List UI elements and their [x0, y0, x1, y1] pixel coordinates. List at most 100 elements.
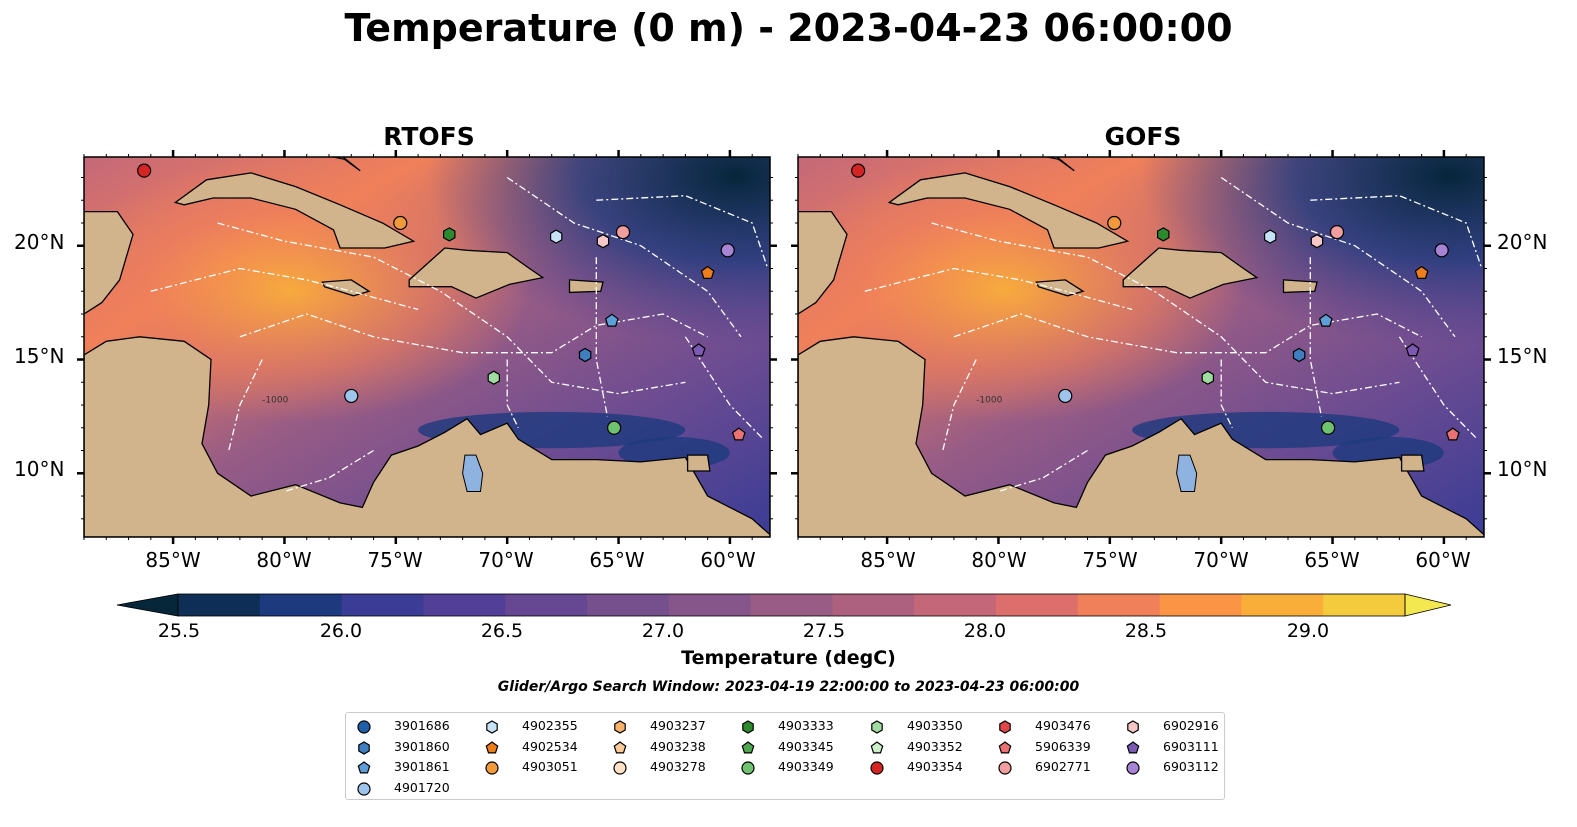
legend-label: 4903051	[522, 759, 578, 774]
legend-label: 4903238	[650, 738, 706, 754]
colorbar-segment	[178, 594, 261, 616]
eez-boundary	[506, 176, 742, 338]
hexagon-marker-icon	[1127, 720, 1139, 734]
lon-label-65w: 65°W	[589, 548, 645, 572]
float-marker-4903354	[137, 163, 152, 178]
eez-boundary	[1220, 359, 1233, 429]
float-marker-6903111	[1405, 343, 1420, 357]
circle-marker-icon	[998, 761, 1012, 775]
map-frame	[83, 156, 771, 538]
landmass	[1400, 454, 1425, 472]
legend-label: 4903345	[778, 738, 834, 754]
lat-label-left-15n: 15°N	[14, 344, 65, 368]
float-marker-3901861	[604, 313, 619, 327]
lat-label-right-20n: 20°N	[1497, 230, 1548, 254]
colorbar-segment	[259, 594, 343, 616]
lon-label-85w: 85°W	[860, 548, 916, 572]
legend-label: 5906339	[1035, 738, 1091, 754]
float-marker-4903349	[606, 420, 622, 435]
landmass	[887, 172, 1130, 249]
float-marker-4901720	[1058, 388, 1073, 404]
colorbar-tick: 25.5	[157, 620, 201, 642]
colorbar-tick: 27.5	[802, 620, 846, 642]
eez-boundary	[1220, 176, 1456, 338]
circle-marker-icon	[1126, 761, 1140, 775]
eez-boundary	[684, 336, 764, 440]
float-marker-4901720	[344, 388, 359, 404]
float-marker-4903350	[1201, 370, 1215, 385]
float-marker-4903333	[1156, 227, 1170, 242]
eez-boundary	[596, 195, 769, 269]
legend-label: 4903352	[907, 738, 963, 754]
eez-boundary	[506, 359, 519, 429]
colorbar-segment	[341, 594, 424, 616]
hexagon-marker-icon	[486, 720, 498, 734]
colorbar-segment	[587, 594, 670, 616]
legend-label: 6903112	[1163, 759, 1219, 774]
eez-boundary	[1310, 195, 1483, 269]
map-panel-gofs: -1000	[791, 150, 1491, 544]
float-marker-4902534	[1414, 265, 1429, 279]
lake-maracaibo	[1176, 454, 1198, 492]
colorbar-segment	[668, 594, 752, 616]
landmass	[408, 247, 545, 299]
legend-label: 3901861	[394, 759, 450, 774]
colorbar-extend-min	[116, 593, 179, 617]
colorbar-segment	[1241, 594, 1324, 616]
lon-label-75w: 75°W	[367, 548, 423, 572]
lon-label-60w: 60°W	[1415, 548, 1471, 572]
eez-boundary	[998, 449, 1088, 493]
map-content: -1000	[798, 157, 1484, 537]
pentagon-marker-icon	[1126, 740, 1140, 753]
lake-maracaibo	[462, 454, 484, 492]
search-window-text: Glider/Argo Search Window: 2023-04-19 22…	[497, 679, 1080, 695]
landmass	[330, 157, 361, 172]
legend-label: 4903237	[650, 718, 706, 733]
map-frame	[797, 156, 1485, 538]
landmass	[173, 172, 416, 249]
float-marker-4903333	[443, 227, 456, 242]
landmass	[686, 454, 711, 472]
lon-label-85w: 85°W	[145, 548, 201, 572]
panel-title-rtofs: RTOFS	[383, 122, 475, 151]
legend-label: 4903350	[907, 718, 963, 733]
legend-label: 6902916	[1163, 718, 1219, 733]
float-marker-6902916	[1310, 234, 1324, 249]
landmass	[84, 210, 134, 315]
landmass	[1282, 279, 1318, 294]
eez-boundary	[942, 359, 977, 451]
float-marker-4902355	[1263, 229, 1277, 244]
eez-boundary	[239, 313, 708, 354]
hexagon-marker-icon	[614, 720, 626, 734]
pentagon-marker-icon	[485, 740, 499, 753]
float-marker-3901860	[1292, 347, 1306, 363]
eez-boundary	[953, 313, 1422, 354]
circle-marker-icon	[485, 761, 499, 775]
float-marker-5906339	[731, 427, 746, 441]
float-marker-4903354	[851, 163, 866, 178]
float-marker-6903112	[720, 243, 735, 258]
map-content: -1000	[84, 157, 770, 537]
hexagon-marker-icon	[871, 720, 883, 734]
colorbar-segment	[1323, 594, 1406, 616]
lon-label-70w: 70°W	[1193, 548, 1249, 572]
eez-boundary	[595, 257, 609, 417]
eez-boundary	[1398, 336, 1478, 440]
lon-label-75w: 75°W	[1082, 548, 1138, 572]
colorbar-segment	[1077, 594, 1161, 616]
circle-marker-icon	[357, 720, 371, 734]
colorbar-tick: 27.0	[641, 620, 685, 642]
eez-boundary	[150, 267, 419, 311]
lon-label-65w: 65°W	[1304, 548, 1360, 572]
landmass	[798, 210, 848, 315]
colorbar-segment	[1159, 594, 1242, 616]
colorbar-frame	[177, 593, 1406, 617]
eez-boundary	[228, 359, 263, 451]
lon-label-70w: 70°W	[478, 548, 534, 572]
eez-boundary	[864, 267, 1133, 311]
landmass	[568, 279, 604, 294]
float-marker-3901860	[578, 347, 592, 363]
legend: 3901686 3901860 3901861 4901720 4902355 49025…	[345, 712, 1225, 800]
circle-marker-icon	[741, 761, 755, 775]
float-marker-3901861	[1318, 313, 1333, 327]
